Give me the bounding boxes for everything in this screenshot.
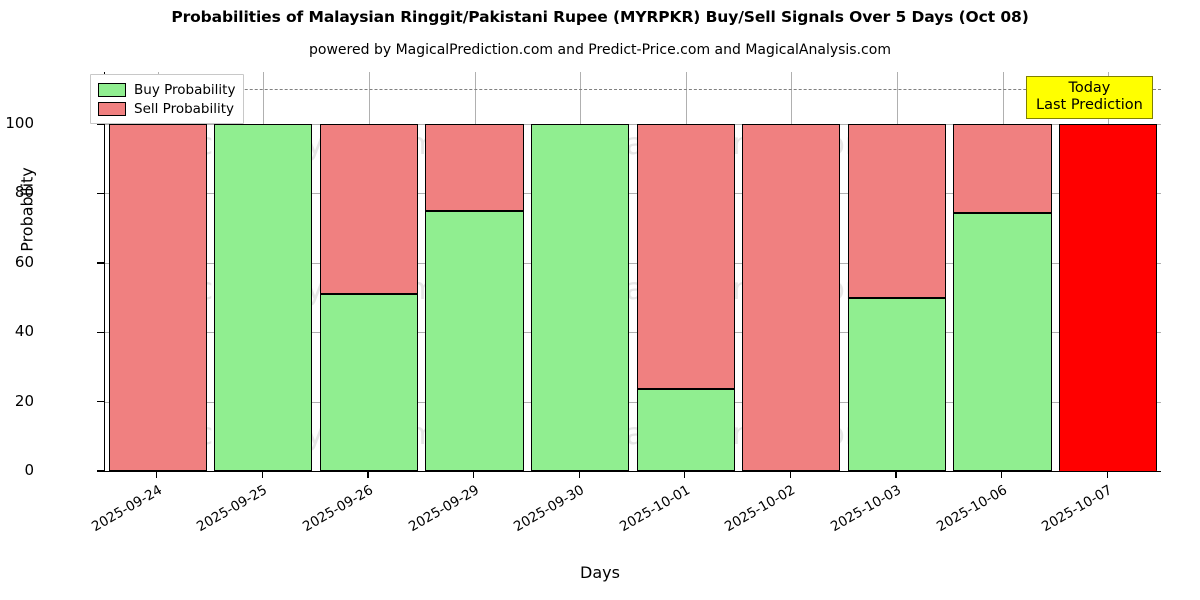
x-tick-label: 2025-09-29 — [405, 482, 482, 536]
y-tick-mark — [97, 331, 104, 333]
x-tick-mark — [684, 471, 686, 478]
x-tick-mark — [156, 471, 158, 478]
y-tick-label: 60 — [14, 252, 34, 271]
x-tick-mark — [261, 471, 264, 478]
reference-dashed-line — [105, 89, 1161, 91]
y-tick-mark — [97, 192, 104, 195]
x-tick-label: 2025-10-01 — [616, 482, 693, 536]
x-tick-label: 2025-09-25 — [194, 482, 271, 536]
x-tick-mark — [1106, 471, 1108, 478]
x-tick-label: 2025-10-07 — [1039, 482, 1116, 536]
x-tick-mark — [367, 471, 369, 478]
x-tick-label: 2025-09-30 — [511, 482, 588, 536]
legend-swatch-icon — [98, 101, 126, 116]
x-tick-mark — [1000, 471, 1003, 478]
bar-segment-sell[interactable] — [108, 124, 207, 471]
today-annotation-line2: Last Prediction — [1036, 97, 1143, 113]
x-tick-label: 2025-10-06 — [933, 482, 1010, 536]
bar-segment-sell[interactable] — [425, 124, 524, 211]
x-tick-mark — [895, 471, 897, 478]
bar-group[interactable] — [425, 72, 524, 471]
today-annotation-line1: Today — [1068, 80, 1111, 96]
bar-segment-buy[interactable] — [319, 294, 419, 471]
bar-segment-buy[interactable] — [425, 210, 524, 471]
y-tick-label: 80 — [14, 183, 34, 202]
today-annotation: Today Last Prediction — [1026, 76, 1153, 119]
bar-segment-sell[interactable] — [953, 124, 1052, 213]
bar-group[interactable] — [636, 72, 735, 471]
legend-item-label: Buy Probability — [134, 81, 236, 98]
legend-item[interactable]: Sell Probability — [98, 99, 235, 118]
chart-title: Probabilities of Malaysian Ringgit/Pakis… — [171, 8, 1029, 26]
legend-item-label: Sell Probability — [134, 100, 235, 117]
bar-group[interactable] — [742, 72, 841, 471]
bar-group[interactable] — [214, 72, 313, 471]
legend: Buy Probability Sell Probability — [90, 74, 245, 124]
bar-segment-sell[interactable] — [1059, 124, 1158, 471]
plot-clip: MagicalAnalysis.comMagicalPrediction.com… — [105, 72, 1161, 471]
plot-area: MagicalAnalysis.comMagicalPrediction.com… — [104, 72, 1161, 472]
chart-subtitle: powered by MagicalPrediction.com and Pre… — [309, 42, 891, 58]
y-tick-mark — [97, 470, 104, 472]
y-tick-mark — [97, 123, 104, 125]
x-axis-title: Days — [580, 563, 620, 582]
gridline-horizontal — [105, 401, 1161, 403]
y-tick-label: 100 — [5, 114, 34, 133]
x-tick-label: 2025-09-26 — [300, 482, 376, 536]
legend-item[interactable]: Buy Probability — [98, 80, 235, 99]
bar-group[interactable] — [319, 72, 419, 471]
x-tick-mark — [578, 471, 580, 478]
bar-segment-buy[interactable] — [636, 389, 735, 471]
bar-group[interactable] — [953, 72, 1052, 471]
bar-group[interactable] — [108, 72, 207, 471]
x-tick-label: 2025-10-03 — [828, 482, 904, 536]
bar-group[interactable] — [1059, 72, 1158, 471]
bar-segment-sell[interactable] — [636, 124, 735, 390]
bar-segment-buy[interactable] — [847, 297, 947, 471]
x-tick-label: 2025-09-24 — [88, 482, 165, 536]
bar-group[interactable] — [847, 72, 947, 471]
bar-segment-buy[interactable] — [953, 212, 1052, 471]
gridline-horizontal — [105, 262, 1161, 264]
bar-segment-sell[interactable] — [319, 124, 419, 295]
y-tick-label: 0 — [24, 461, 34, 479]
gridline-horizontal — [105, 124, 1161, 126]
bar-group[interactable] — [531, 72, 630, 471]
gridline-horizontal — [105, 193, 1161, 195]
y-tick-label: 40 — [14, 322, 34, 341]
legend-swatch-icon — [98, 82, 126, 97]
y-tick-mark — [97, 262, 104, 264]
y-tick-label: 20 — [14, 391, 34, 410]
bar-segment-sell[interactable] — [742, 124, 841, 471]
y-tick-mark — [97, 400, 104, 403]
x-tick-label: 2025-10-02 — [722, 482, 799, 536]
x-tick-mark — [789, 471, 792, 478]
gridline-horizontal — [105, 332, 1161, 334]
bar-segment-buy[interactable] — [214, 124, 313, 471]
bar-segment-buy[interactable] — [531, 124, 630, 471]
x-tick-mark — [472, 471, 475, 478]
bar-segment-sell[interactable] — [847, 124, 947, 298]
